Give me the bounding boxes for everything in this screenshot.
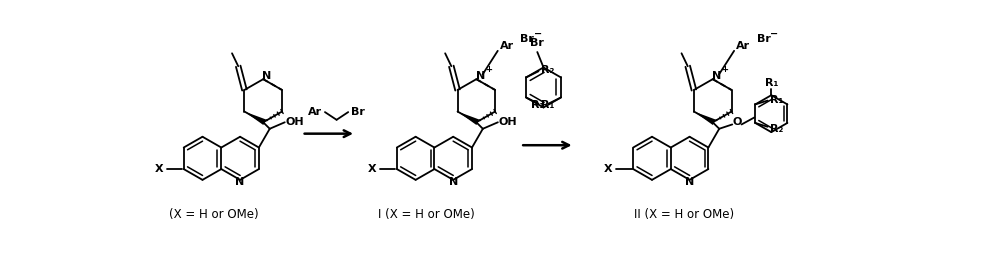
Text: N: N — [449, 177, 458, 187]
Text: N: N — [712, 71, 721, 81]
Text: +: + — [485, 66, 492, 74]
Text: O: O — [732, 117, 742, 127]
Text: (X = H or OMe): (X = H or OMe) — [169, 208, 258, 221]
Text: R₂: R₂ — [770, 124, 784, 134]
Text: Ar: Ar — [308, 107, 322, 117]
Text: +: + — [722, 66, 729, 74]
Text: −: − — [770, 29, 778, 39]
Polygon shape — [458, 112, 479, 125]
Text: −: − — [534, 29, 542, 39]
Text: Br: Br — [520, 34, 534, 44]
Text: X: X — [368, 164, 376, 174]
Text: X: X — [155, 164, 163, 174]
Polygon shape — [244, 112, 266, 125]
Text: OH: OH — [285, 117, 304, 127]
Text: N: N — [262, 71, 272, 81]
Text: R₂: R₂ — [541, 65, 554, 75]
Text: X: X — [604, 164, 613, 174]
Text: II (X = H or OMe): II (X = H or OMe) — [634, 208, 735, 221]
Text: I (X = H or OMe): I (X = H or OMe) — [378, 208, 475, 221]
Text: Br: Br — [757, 34, 770, 44]
Text: R₁: R₁ — [541, 100, 554, 110]
Text: Br: Br — [351, 107, 365, 117]
Text: R₁: R₁ — [770, 95, 784, 105]
Text: R₁: R₁ — [765, 78, 778, 88]
Text: N: N — [685, 177, 694, 187]
Text: Br: Br — [530, 38, 544, 48]
Polygon shape — [694, 112, 716, 125]
Text: N: N — [235, 177, 245, 187]
Text: N: N — [476, 71, 485, 81]
Text: OH: OH — [499, 117, 517, 127]
Text: Ar: Ar — [736, 41, 750, 51]
Text: R₁: R₁ — [531, 100, 544, 110]
Text: Ar: Ar — [500, 41, 514, 51]
